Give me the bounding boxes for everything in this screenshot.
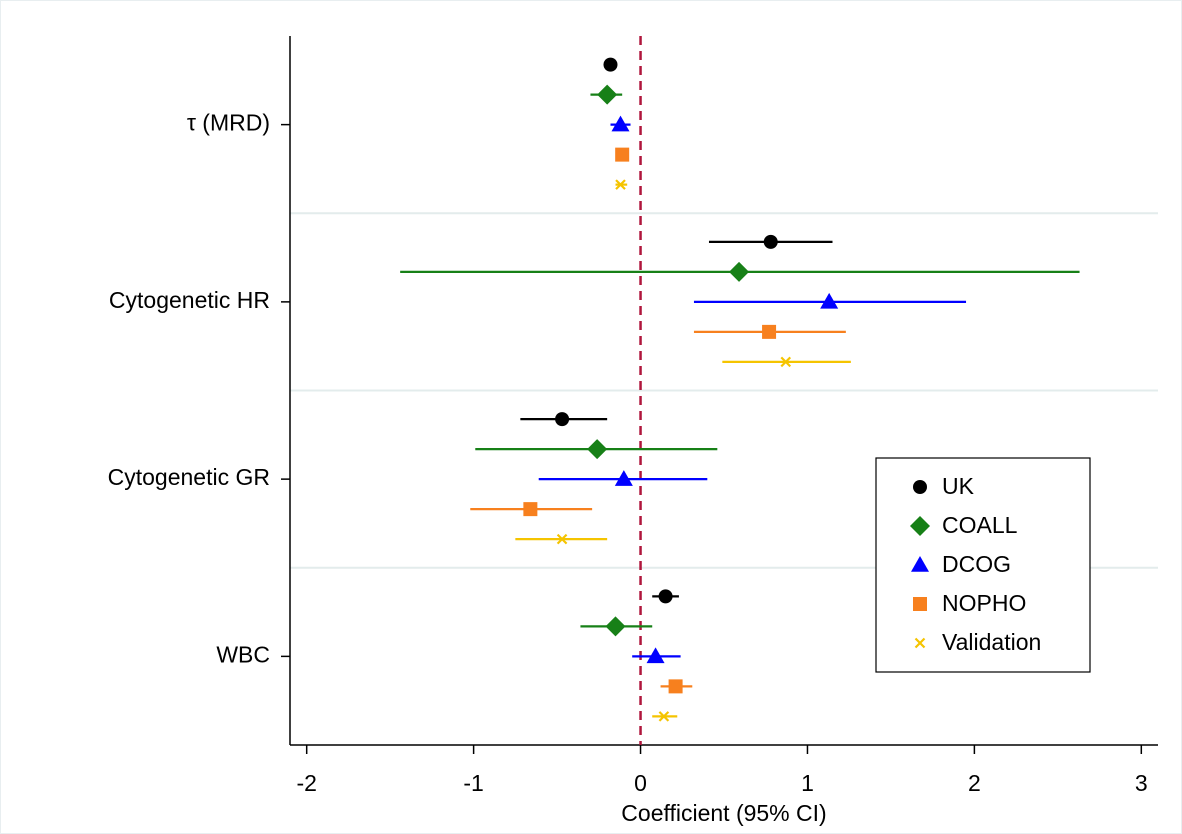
x-axis-label: Coefficient (95% CI) bbox=[621, 800, 826, 826]
y-tick-label: τ (MRD) bbox=[187, 110, 270, 136]
point bbox=[763, 234, 778, 249]
x-tick-label: 2 bbox=[968, 770, 981, 796]
point bbox=[523, 502, 538, 517]
legend-label: UK bbox=[942, 473, 975, 499]
legend-label: Validation bbox=[942, 629, 1041, 655]
point bbox=[615, 179, 626, 190]
x-tick-label: 3 bbox=[1135, 770, 1148, 796]
point bbox=[658, 589, 673, 604]
legend-label: DCOG bbox=[942, 551, 1011, 577]
y-tick-label: WBC bbox=[216, 641, 270, 667]
point bbox=[762, 324, 777, 339]
point bbox=[597, 84, 618, 105]
point bbox=[729, 261, 750, 282]
point bbox=[587, 439, 608, 460]
legend-label: COALL bbox=[942, 512, 1018, 538]
point bbox=[603, 57, 618, 72]
point bbox=[668, 679, 683, 694]
point bbox=[611, 115, 630, 132]
point bbox=[913, 480, 927, 494]
point bbox=[658, 711, 670, 722]
x-tick-label: 1 bbox=[801, 770, 814, 796]
y-tick-label: Cytogenetic HR bbox=[109, 287, 270, 313]
point bbox=[820, 292, 839, 309]
legend: UK COALL DCOG NOPHO Validation bbox=[875, 457, 1091, 673]
point bbox=[614, 470, 633, 486]
point bbox=[911, 556, 929, 572]
point bbox=[646, 647, 665, 664]
point bbox=[555, 412, 570, 427]
point bbox=[914, 637, 926, 649]
point bbox=[605, 616, 626, 637]
x-tick-label: 0 bbox=[634, 770, 647, 796]
point bbox=[780, 356, 792, 368]
legend-label: NOPHO bbox=[942, 590, 1026, 616]
point bbox=[615, 147, 630, 162]
y-tick-label: Cytogenetic GR bbox=[108, 464, 270, 490]
point bbox=[913, 597, 927, 611]
x-tick-label: -1 bbox=[463, 770, 483, 796]
point bbox=[556, 533, 568, 545]
point bbox=[910, 516, 930, 536]
x-tick-label: -2 bbox=[296, 770, 316, 796]
legend-box bbox=[875, 457, 1091, 673]
